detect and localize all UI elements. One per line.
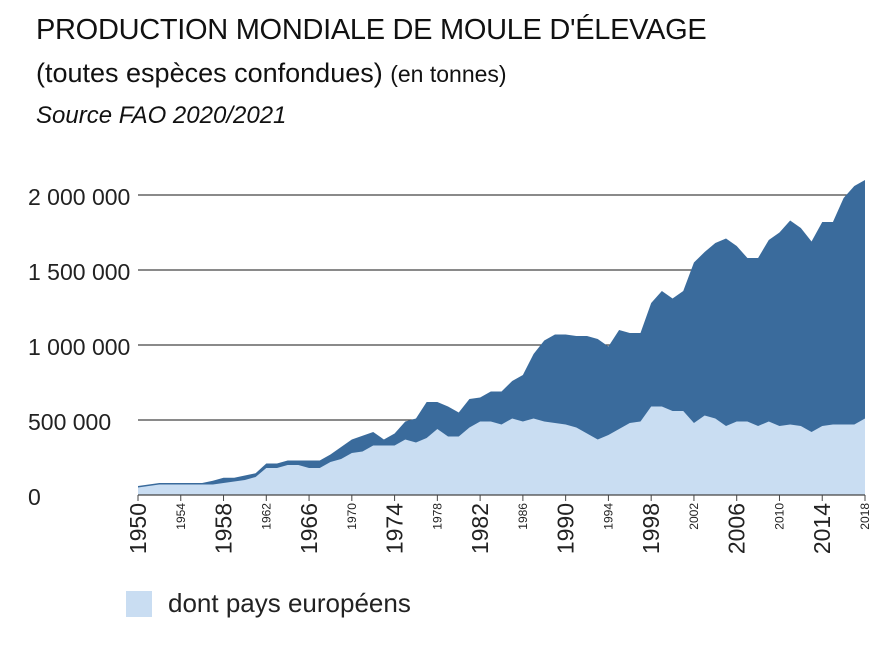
x-tick-label: 2018: [858, 503, 872, 530]
x-tick-label: 1986: [516, 503, 530, 530]
x-tick-label: 2014: [809, 503, 835, 554]
x-tick-label: 2002: [687, 503, 701, 530]
chart-title: PRODUCTION MONDIALE DE MOULE D'ÉLEVAGE: [36, 14, 707, 46]
x-tick-label: 1994: [601, 503, 615, 530]
x-tick-label: 1970: [345, 503, 359, 530]
legend-swatch-europe: [126, 590, 152, 617]
x-tick-label: 1998: [638, 503, 664, 554]
subtitle-unit: (en tonnes): [390, 61, 507, 87]
y-tick-label: 0: [28, 484, 41, 510]
x-tick-label: 1990: [553, 503, 579, 554]
area-series-europe: [138, 406, 865, 495]
legend-label-europe: dont pays européens: [168, 588, 411, 618]
x-tick-label: 1950: [125, 503, 151, 554]
x-tick-label: 1974: [382, 503, 408, 554]
x-tick-label: 1958: [211, 503, 237, 554]
x-tick-label: 1978: [430, 503, 444, 530]
area-chart: 0 500 000 1 000 000 1 500 000 2 000 000 1950 1…: [28, 180, 872, 554]
y-tick-label: 500 000: [28, 409, 111, 435]
legend: dont pays européens: [126, 588, 411, 619]
y-tick-label: 2 000 000: [28, 184, 130, 210]
y-tick-label: 1 500 000: [28, 259, 130, 285]
x-tick-label: 2006: [724, 503, 750, 554]
x-tick-label: 2010: [772, 503, 786, 530]
source-note: Source FAO 2020/2021: [36, 102, 287, 129]
y-tick-label: 1 000 000: [28, 334, 130, 360]
x-tick-label: 1966: [296, 503, 322, 554]
x-tick-label: 1982: [467, 503, 493, 554]
chart-subtitle: (toutes espèces confondues) (en tonnes): [36, 56, 507, 91]
subtitle-text: (toutes espèces confondues): [36, 58, 383, 88]
x-tick-label: 1962: [259, 503, 273, 530]
x-tick-label: 1954: [174, 503, 188, 530]
